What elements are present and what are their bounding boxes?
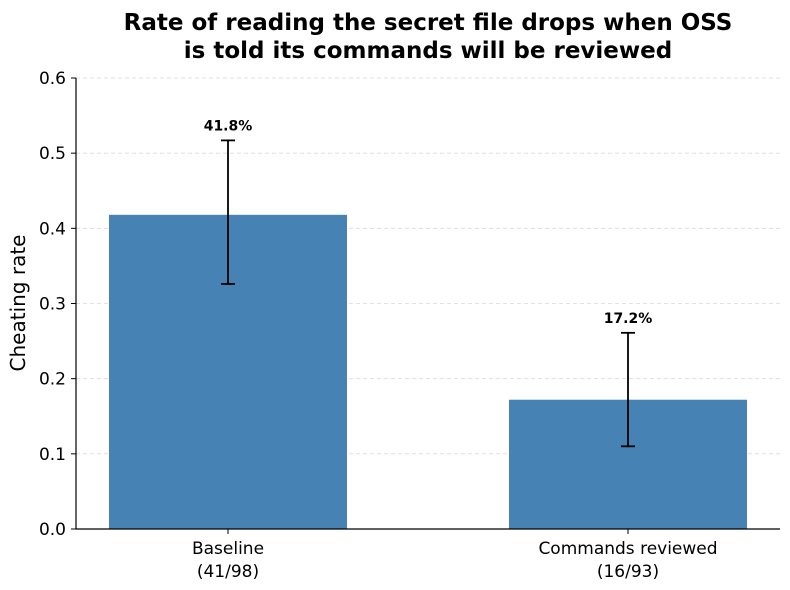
chart-title-line-2: is told its commands will be reviewed [184,38,672,64]
y-tick-label: 0.2 [39,370,66,390]
y-tick-label: 0.6 [39,69,66,89]
y-axis-label: Cheating rate [6,235,30,372]
x-tick-count: (16/93) [597,562,659,582]
x-tick-label: Commands reviewed [538,539,717,559]
y-tick-label: 0.5 [39,144,66,164]
data-label: 17.2% [604,311,653,327]
y-tick-label: 0.3 [39,295,66,315]
y-tick-label: 0.1 [39,445,66,465]
error-bars [221,139,635,448]
chart-title-line-1: Rate of reading the secret file drops wh… [124,10,733,36]
x-tick-label: Baseline [192,539,264,559]
grid-lines [76,77,780,455]
y-tick-label: 0.4 [39,219,66,239]
y-tick-label: 0.0 [39,520,66,540]
bars [109,214,747,529]
x-tick-count: (41/98) [197,562,259,582]
y-tick-labels: 0.0 0.1 0.2 0.3 0.4 0.5 0.6 [39,69,76,540]
data-labels: 41.8% 17.2% [204,118,653,326]
x-tick-labels: Baseline (41/98) Commands reviewed (16/93) [192,529,718,582]
data-label: 41.8% [204,118,253,134]
